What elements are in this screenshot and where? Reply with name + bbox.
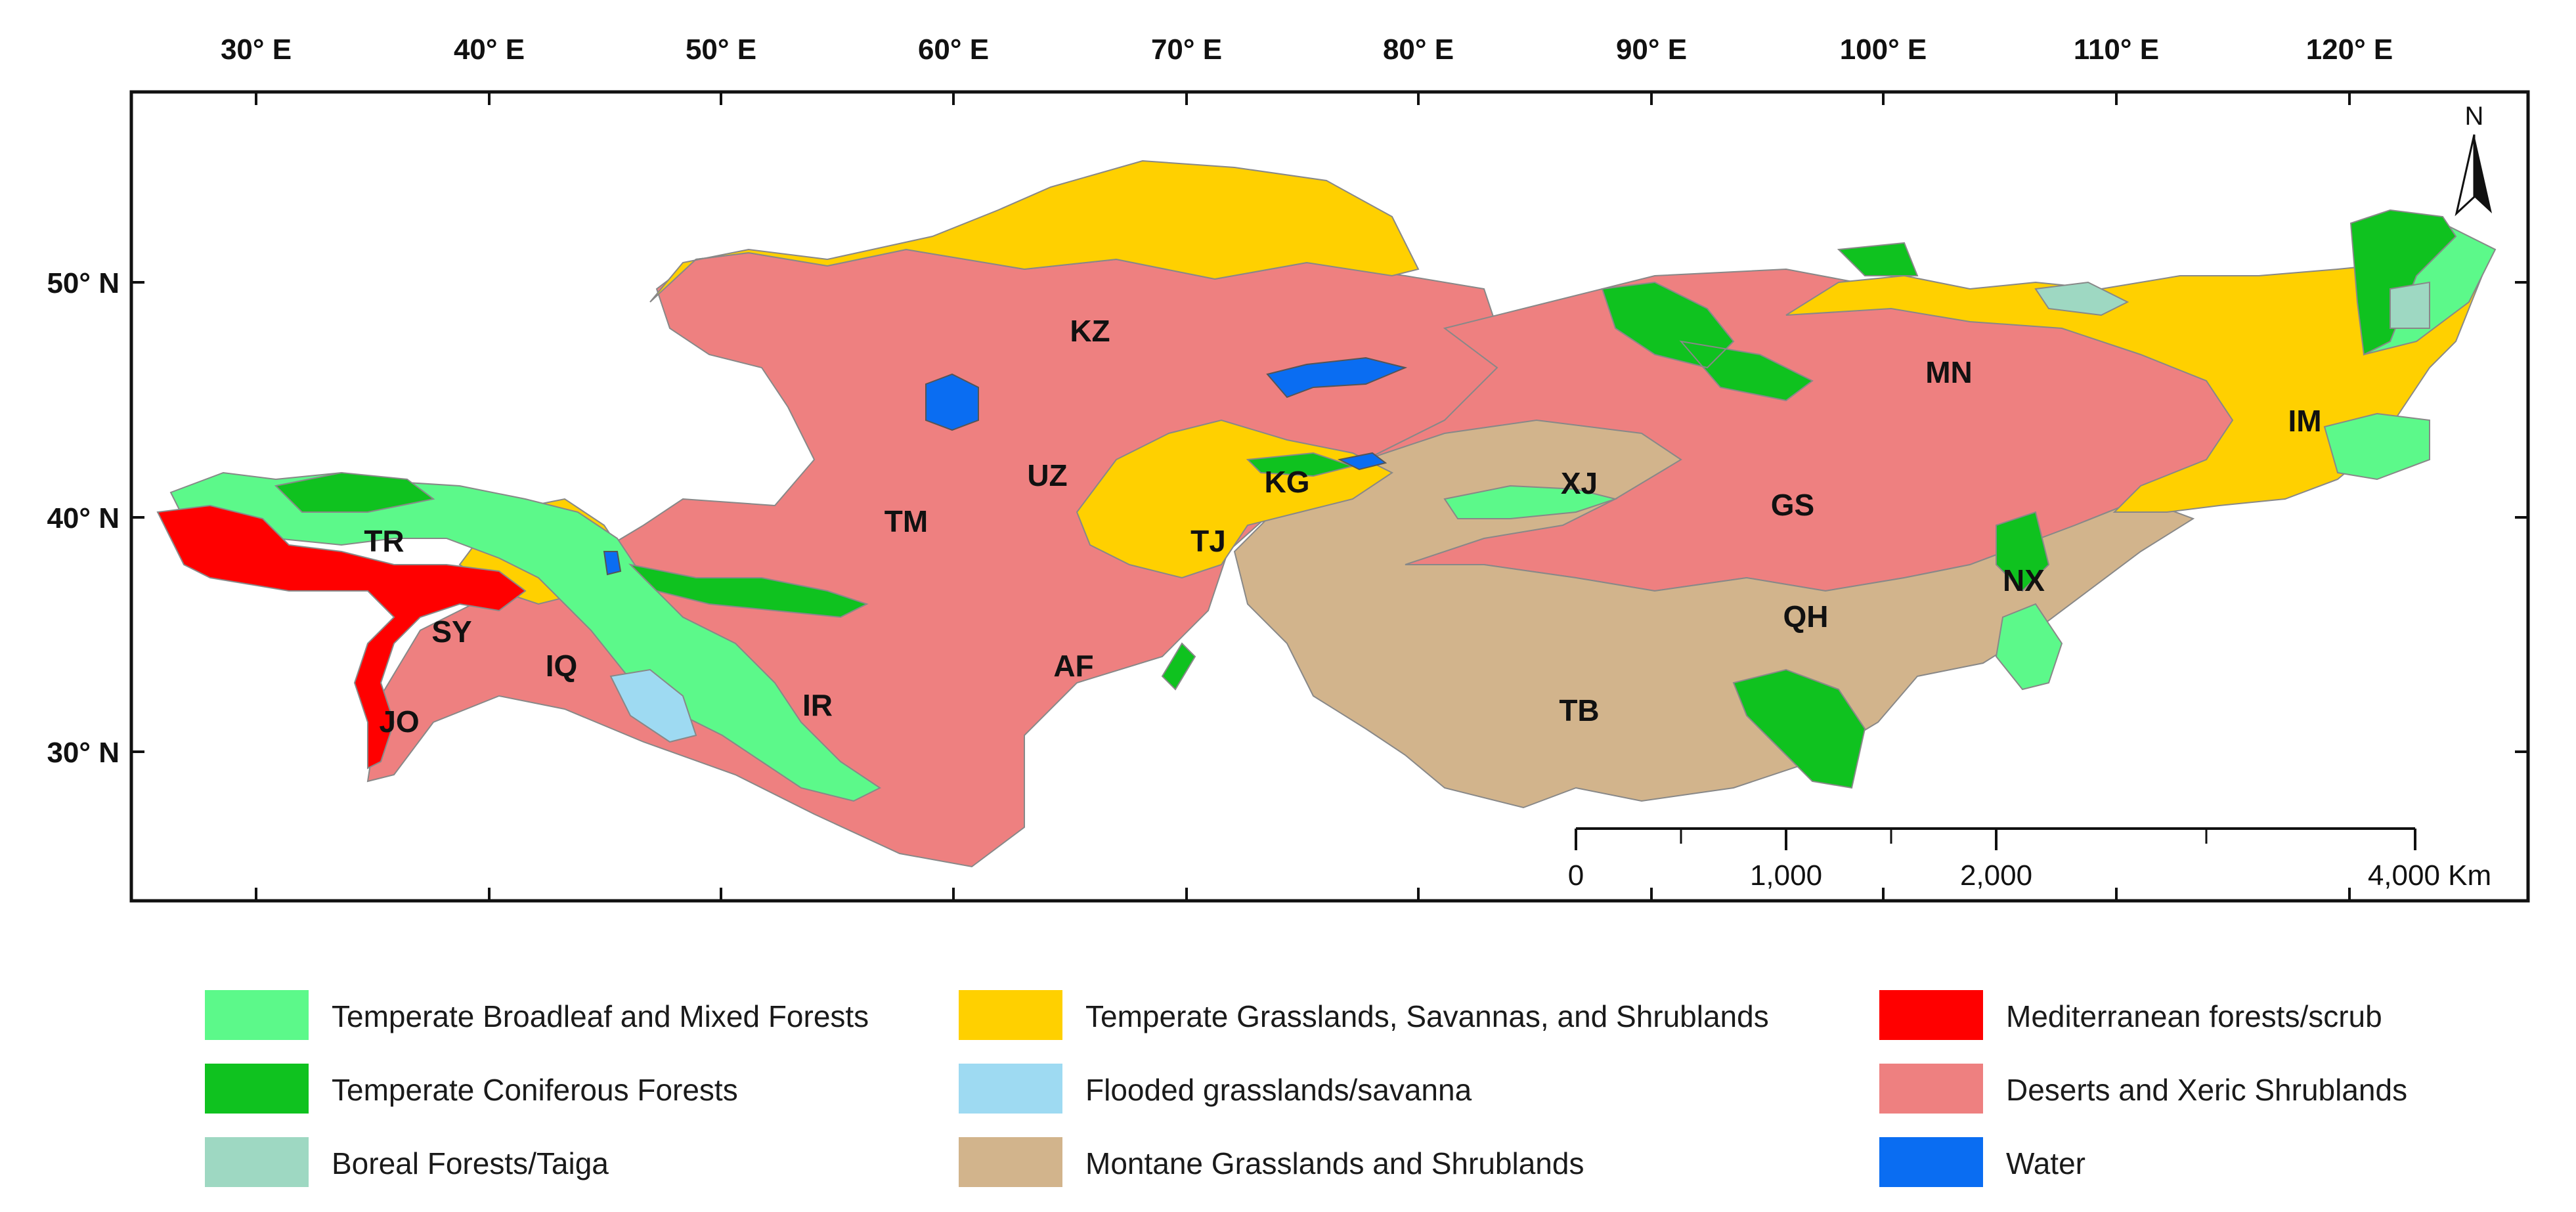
legend-swatch-coniferous bbox=[205, 1064, 309, 1114]
scale-label-1000: 1,000 bbox=[1750, 859, 1822, 892]
legend-label-coniferous: Temperate Coniferous Forests bbox=[332, 1073, 738, 1107]
lon-label-top-30: 30° E bbox=[221, 33, 292, 66]
north-arrow: N bbox=[2455, 102, 2492, 217]
lat-label-50: 50° N bbox=[47, 267, 120, 299]
latitude-axis: 50° N 40° N 30° N bbox=[47, 267, 2528, 769]
region-label-tb: TB bbox=[1559, 693, 1599, 727]
legend-swatch-mediterranean bbox=[1879, 990, 1983, 1040]
biome-broadleaf-west bbox=[169, 471, 881, 802]
legend-swatch-montane bbox=[959, 1137, 1062, 1187]
legend-label-mediterranean: Mediterranean forests/scrub bbox=[2006, 999, 2382, 1033]
lon-label-top-70: 70° E bbox=[1151, 33, 1222, 66]
longitude-axis-top: 30° E 40° E 50° E 60° E 70° E 80° E 90° … bbox=[221, 33, 2393, 105]
scale-label-0: 0 bbox=[1568, 859, 1584, 892]
lon-label-top-100: 100° E bbox=[1840, 33, 1927, 66]
region-labels: KZ UZ TM KG TJ TR SY IQ JO IR AF XJ MN I… bbox=[364, 314, 2321, 739]
biome-flooded bbox=[609, 668, 697, 743]
lon-label-top-80: 80° E bbox=[1383, 33, 1454, 66]
region-label-jo: JO bbox=[379, 704, 419, 739]
biome-grassland-kazakh bbox=[649, 160, 1420, 303]
lon-label-top-90: 90° E bbox=[1616, 33, 1687, 66]
region-label-qh: QH bbox=[1783, 599, 1829, 634]
legend-label-water: Water bbox=[2006, 1146, 2085, 1180]
region-label-kg: KG bbox=[1265, 465, 1310, 499]
biome-coniferous bbox=[274, 209, 2457, 789]
legend-swatch-water bbox=[1879, 1137, 1983, 1187]
legend-swatch-broadleaf bbox=[205, 990, 309, 1040]
scale-bar: 0 1,000 2,000 4,000 Km bbox=[1568, 827, 2491, 892]
legend-swatch-boreal bbox=[205, 1137, 309, 1187]
region-label-af: AF bbox=[1053, 649, 1093, 683]
lon-label-top-120: 120° E bbox=[2306, 33, 2393, 66]
legend-label-broadleaf: Temperate Broadleaf and Mixed Forests bbox=[332, 999, 869, 1033]
region-label-ir: IR bbox=[802, 688, 833, 722]
region-label-gs: GS bbox=[1771, 488, 1814, 522]
region-label-mn: MN bbox=[1925, 355, 1973, 389]
legend-label-grasslands: Temperate Grasslands, Savannas, and Shru… bbox=[1085, 999, 1769, 1033]
region-label-sy: SY bbox=[431, 615, 471, 649]
biome-boreal bbox=[2034, 281, 2430, 329]
lon-label-top-40: 40° E bbox=[454, 33, 525, 66]
lat-label-30: 30° N bbox=[47, 737, 120, 769]
lon-label-top-60: 60° E bbox=[918, 33, 989, 66]
legend-label-boreal: Boreal Forests/Taiga bbox=[332, 1146, 609, 1180]
region-label-uz: UZ bbox=[1027, 458, 1067, 492]
biome-mediterranean bbox=[156, 504, 527, 769]
legend: Temperate Broadleaf and Mixed Forests Te… bbox=[205, 990, 2407, 1187]
lon-label-top-50: 50° E bbox=[686, 33, 756, 66]
legend-swatch-deserts bbox=[1879, 1064, 1983, 1114]
legend-label-montane: Montane Grasslands and Shrublands bbox=[1085, 1146, 1584, 1180]
legend-swatch-grasslands bbox=[959, 990, 1062, 1040]
region-label-iq: IQ bbox=[546, 649, 578, 683]
lat-label-40: 40° N bbox=[47, 502, 120, 534]
scale-label-2000: 2,000 bbox=[1960, 859, 2032, 892]
legend-label-flooded: Flooded grasslands/savanna bbox=[1085, 1073, 1472, 1107]
region-label-nx: NX bbox=[2003, 563, 2045, 597]
region-label-tr: TR bbox=[364, 524, 404, 558]
legend-swatch-flooded bbox=[959, 1064, 1062, 1114]
lon-label-top-110: 110° E bbox=[2074, 33, 2159, 66]
scale-label-4000: 4,000 Km bbox=[2368, 859, 2491, 892]
region-label-xj: XJ bbox=[1561, 466, 1598, 500]
legend-label-deserts: Deserts and Xeric Shrublands bbox=[2006, 1073, 2407, 1107]
biome-regions bbox=[156, 160, 2497, 868]
north-arrow-label: N bbox=[2465, 102, 2484, 131]
biome-water bbox=[603, 357, 1408, 576]
longitude-axis-bottom bbox=[255, 888, 2351, 901]
region-label-tm: TM bbox=[884, 504, 928, 538]
region-label-kz: KZ bbox=[1070, 314, 1110, 348]
region-label-im: IM bbox=[2288, 404, 2321, 438]
region-label-tj: TJ bbox=[1190, 524, 1226, 558]
